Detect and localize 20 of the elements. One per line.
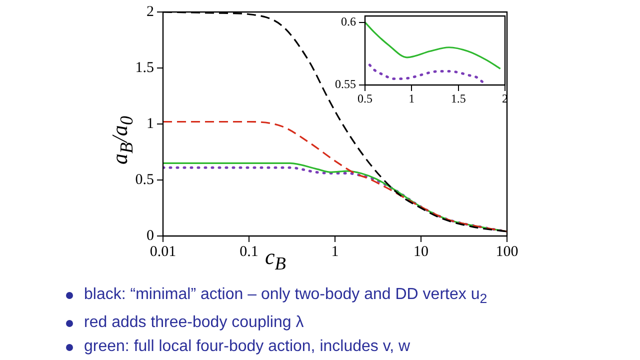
x-tick-label: 1 (408, 91, 415, 106)
x-tick-label: 1 (331, 244, 339, 260)
y-tick-label: 2 (146, 4, 154, 20)
line-series (365, 21, 502, 70)
x-tick-label: 10 (414, 244, 428, 260)
y-tick-label: 1.5 (135, 60, 154, 76)
x-tick-label: 0.01 (150, 244, 176, 260)
x-tick-label: 100 (496, 244, 518, 260)
y-tick-label: 0.55 (335, 77, 356, 92)
x-tick-label: 0.1 (240, 244, 258, 260)
text: black: “minimal” action – only two-body and DD vertex u$_{2}$ (83, 285, 488, 308)
x-axis-title: c$_{B}$ (265, 244, 286, 274)
y-tick-label: 1 (146, 116, 154, 132)
y-tick-label: 0.6 (341, 14, 356, 28)
x-tick-label: 0.5 (358, 91, 372, 106)
text: green: full local four-body action, includes v, w (83, 337, 412, 358)
x-tick-label: 1.5 (450, 91, 466, 106)
y-tick-label: 0.5 (135, 172, 154, 188)
y-tick-label: 0 (146, 228, 154, 244)
text: red adds three-body coupling λ (83, 313, 305, 334)
